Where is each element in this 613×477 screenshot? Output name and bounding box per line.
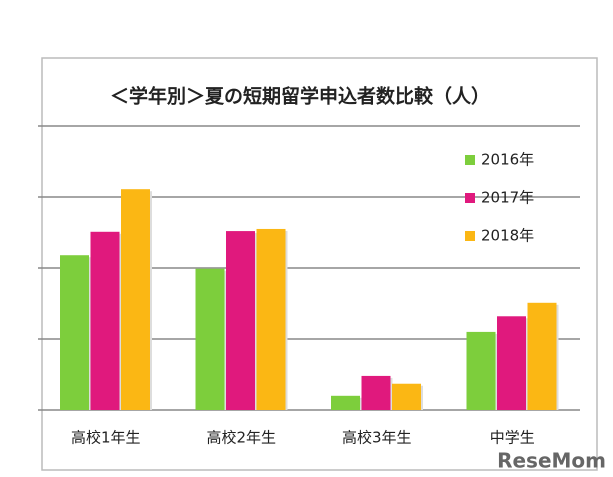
bar [497,316,526,410]
x-tick-label: 高校1年生 [71,429,141,447]
legend-label: 2016年 [481,151,534,169]
x-tick-label: 高校2年生 [206,429,276,447]
watermark: ReseMom [497,449,606,473]
bar [195,268,225,410]
bar [527,302,557,410]
bar [60,255,89,410]
bar [121,189,150,410]
bar [226,231,255,410]
bar [392,383,421,410]
legend-label: 2017年 [481,189,534,207]
x-tick-label: 高校3年生 [342,429,412,447]
bar [361,375,391,410]
x-tick-label: 中学生 [490,429,535,447]
legend-swatch [465,193,475,203]
chart-title: ＜学年別＞夏の短期留学申込者数比較（人） [110,85,490,108]
legend-swatch [465,155,475,165]
legend-label: 2018年 [481,227,534,245]
bar [256,228,286,410]
bar [466,331,496,410]
legend-swatch [465,231,475,241]
bar [90,231,120,410]
bar [331,395,360,410]
